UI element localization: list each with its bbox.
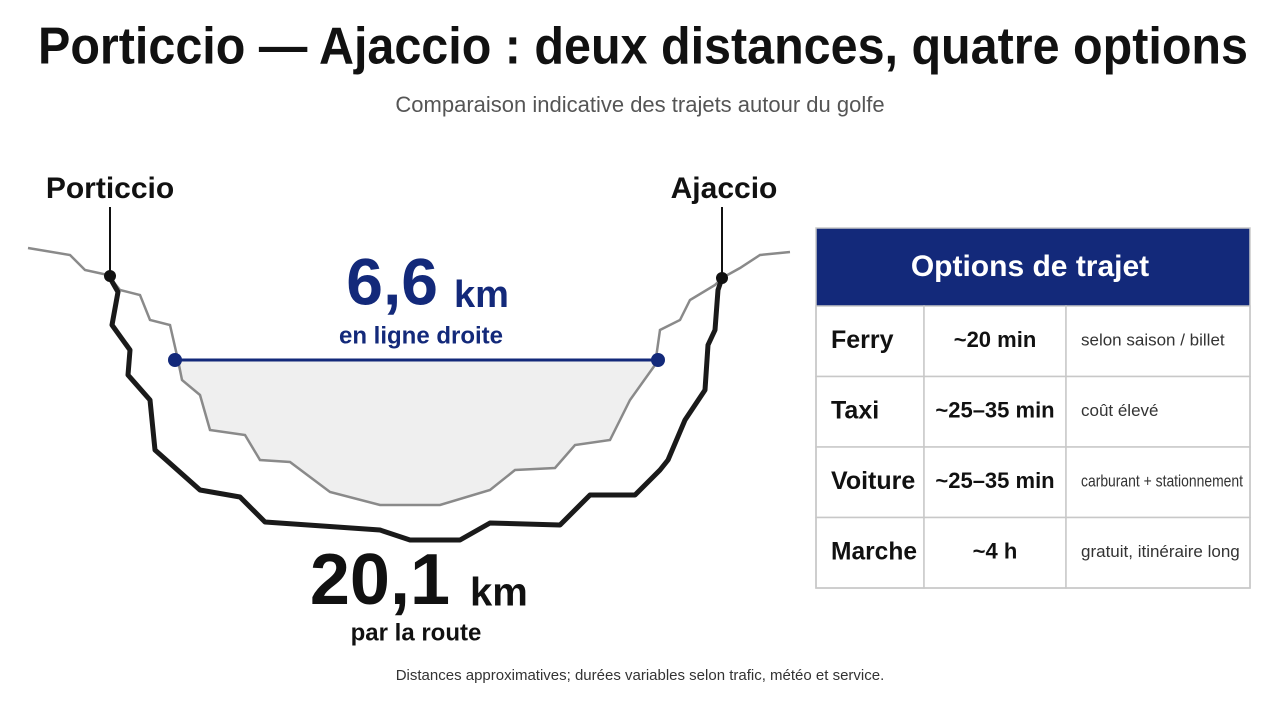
road-distance: 20,1 bbox=[310, 540, 450, 620]
note-cell: carburant + stationnement bbox=[1081, 472, 1243, 491]
note-cell: coût élevé bbox=[1081, 401, 1159, 420]
note-cell: gratuit, itinéraire long bbox=[1081, 542, 1240, 561]
mode-cell: Marche bbox=[831, 537, 917, 565]
table-cell bbox=[923, 305, 1067, 378]
duration-cell: ~25–35 min bbox=[935, 468, 1054, 493]
coastline bbox=[27, 246, 791, 507]
subtitle: Comparaison indicative des trajets autou… bbox=[395, 92, 884, 117]
table-cell bbox=[815, 446, 925, 519]
duration-cell: ~25–35 min bbox=[935, 398, 1054, 423]
mode-cell: Taxi bbox=[831, 396, 879, 424]
place-dot bbox=[104, 270, 116, 282]
road-label: par la route bbox=[351, 619, 482, 646]
mode-cell: Voiture bbox=[831, 467, 915, 495]
straight-distance: 6,6 bbox=[346, 244, 438, 318]
map: Porticcio Ajaccio 6,6 km en ligne droite… bbox=[27, 172, 791, 646]
table-border bbox=[815, 227, 1251, 589]
duration-cell: ~4 h bbox=[973, 539, 1018, 564]
title: Porticcio — Ajaccio : deux distances, qu… bbox=[38, 18, 1248, 76]
table-title: Options de trajet bbox=[911, 250, 1149, 283]
table-cell bbox=[923, 446, 1067, 519]
straight-unit: km bbox=[454, 274, 509, 316]
mode-cell: Ferry bbox=[831, 326, 894, 354]
place-label: Ajaccio bbox=[671, 172, 778, 205]
duration-cell: ~20 min bbox=[954, 327, 1037, 352]
straight-label: en ligne droite bbox=[339, 322, 503, 349]
table-cell bbox=[1065, 516, 1251, 589]
place-label: Porticcio bbox=[46, 172, 174, 205]
table-cell bbox=[923, 516, 1067, 589]
options-table: Options de trajet Ferry ~20 min selon sais… bbox=[815, 227, 1251, 589]
road-unit: km bbox=[470, 571, 528, 615]
road bbox=[107, 276, 725, 543]
straight-end bbox=[168, 353, 182, 367]
footnote: Distances approximatives; durées variabl… bbox=[396, 667, 885, 684]
straight-end bbox=[651, 353, 665, 367]
table-cell bbox=[1065, 375, 1251, 448]
table-header bbox=[816, 228, 1250, 306]
note-cell: selon saison / billet bbox=[1081, 331, 1225, 350]
bay-area bbox=[175, 360, 658, 505]
place-dot bbox=[716, 272, 728, 284]
